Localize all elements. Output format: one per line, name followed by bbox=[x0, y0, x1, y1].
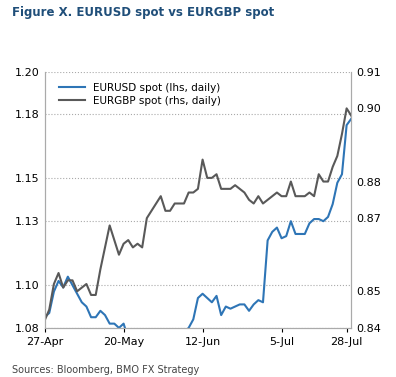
EURGBP spot (rhs, daily) bbox=[274, 190, 279, 195]
EURUSD spot (lhs, daily) bbox=[42, 315, 47, 319]
EURGBP spot (rhs, daily) bbox=[80, 285, 84, 290]
Line: EURUSD spot (lhs, daily): EURUSD spot (lhs, daily) bbox=[45, 119, 351, 364]
EURUSD spot (lhs, daily) bbox=[149, 362, 154, 366]
EURUSD spot (lhs, daily) bbox=[89, 315, 93, 319]
EURGBP spot (rhs, daily) bbox=[168, 208, 172, 213]
EURUSD spot (lhs, daily) bbox=[279, 236, 284, 241]
EURGBP spot (rhs, daily) bbox=[344, 106, 349, 110]
Line: EURGBP spot (rhs, daily): EURGBP spot (rhs, daily) bbox=[45, 108, 351, 320]
EURGBP spot (rhs, daily) bbox=[349, 113, 354, 118]
EURUSD spot (lhs, daily) bbox=[172, 340, 177, 345]
Text: Figure X. EURUSD spot vs EURGBP spot: Figure X. EURUSD spot vs EURGBP spot bbox=[12, 6, 274, 18]
Legend: EURUSD spot (lhs, daily), EURGBP spot (rhs, daily): EURUSD spot (lhs, daily), EURGBP spot (r… bbox=[56, 80, 225, 109]
EURGBP spot (rhs, daily) bbox=[42, 318, 47, 323]
EURGBP spot (rhs, daily) bbox=[326, 179, 330, 184]
EURUSD spot (lhs, daily) bbox=[349, 116, 354, 121]
EURUSD spot (lhs, daily) bbox=[186, 326, 191, 330]
EURGBP spot (rhs, daily) bbox=[89, 293, 93, 297]
EURGBP spot (rhs, daily) bbox=[182, 201, 187, 206]
EURUSD spot (lhs, daily) bbox=[80, 300, 84, 305]
Text: Sources: Bloomberg, BMO FX Strategy: Sources: Bloomberg, BMO FX Strategy bbox=[12, 365, 199, 375]
EURUSD spot (lhs, daily) bbox=[330, 202, 335, 206]
